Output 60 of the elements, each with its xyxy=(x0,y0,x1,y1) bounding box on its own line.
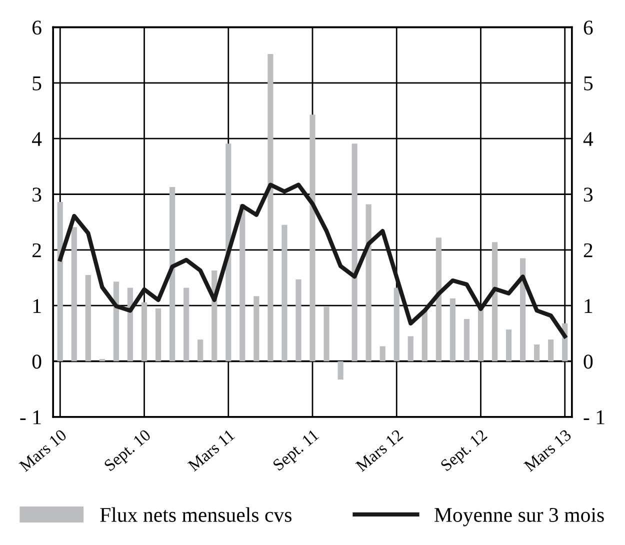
bar xyxy=(268,54,274,362)
y2-tick-label: 1 xyxy=(584,299,592,313)
x-tick-label: Mars 12 xyxy=(355,429,404,472)
bar xyxy=(226,144,232,362)
bar xyxy=(436,238,442,362)
bar xyxy=(240,204,246,362)
bar xyxy=(141,302,148,362)
bar xyxy=(492,242,498,362)
bar xyxy=(71,227,77,362)
bar xyxy=(520,258,526,362)
bar xyxy=(127,288,134,362)
bar xyxy=(169,187,176,362)
bar xyxy=(380,346,386,362)
y2-tick-label: 2 xyxy=(584,243,592,258)
y2-tick-label: 5 xyxy=(584,76,593,90)
y-tick-label: 6 xyxy=(32,20,42,35)
bar xyxy=(352,144,358,362)
bar xyxy=(184,288,190,362)
bar xyxy=(534,344,540,362)
bar xyxy=(282,224,288,362)
bar xyxy=(548,340,554,362)
y-tick-label: - 1 xyxy=(20,410,41,424)
bar xyxy=(155,308,162,362)
y-tick-label: 2 xyxy=(32,243,41,258)
bar xyxy=(422,310,428,362)
x-tick-label: Sept. 11 xyxy=(272,429,322,474)
y2-tick-label: 3 xyxy=(584,188,593,202)
bar xyxy=(310,114,316,362)
bar xyxy=(408,336,414,362)
y-tick-label: 3 xyxy=(32,188,42,202)
y2-tick-label: 6 xyxy=(584,20,593,35)
bar xyxy=(57,202,63,362)
bar xyxy=(506,330,512,362)
legend-label: Moyenne sur 3 mois xyxy=(434,508,604,526)
x-tick-label: Mars 13 xyxy=(523,428,572,472)
bar xyxy=(394,288,400,362)
y-tick-label: 4 xyxy=(32,132,42,146)
bar xyxy=(324,306,330,362)
bar xyxy=(254,296,260,362)
y-tick-label: 0 xyxy=(32,354,42,369)
bar xyxy=(338,361,344,380)
x-tick-label: Sept. 12 xyxy=(440,429,490,474)
y2-tick-label: - 1 xyxy=(584,410,604,424)
line-series xyxy=(58,182,567,338)
x-tick-label: Mars 10 xyxy=(18,428,68,472)
y-tick-label: 1 xyxy=(33,299,41,313)
bar xyxy=(366,204,372,362)
bar xyxy=(85,274,91,362)
y-tick-label: 5 xyxy=(32,76,42,90)
bar xyxy=(198,340,204,362)
bar xyxy=(113,282,120,362)
bar xyxy=(450,298,456,362)
legend-label: Flux nets mensuels cvs xyxy=(100,507,292,522)
x-tick-label: Sept. 10 xyxy=(104,428,154,474)
bar xyxy=(464,318,470,362)
bar xyxy=(296,279,302,362)
y2-tick-label: 0 xyxy=(584,354,593,369)
bar xyxy=(478,308,484,362)
y2-tick-label: 4 xyxy=(583,132,594,146)
x-tick-label: Mars 11 xyxy=(187,429,236,472)
